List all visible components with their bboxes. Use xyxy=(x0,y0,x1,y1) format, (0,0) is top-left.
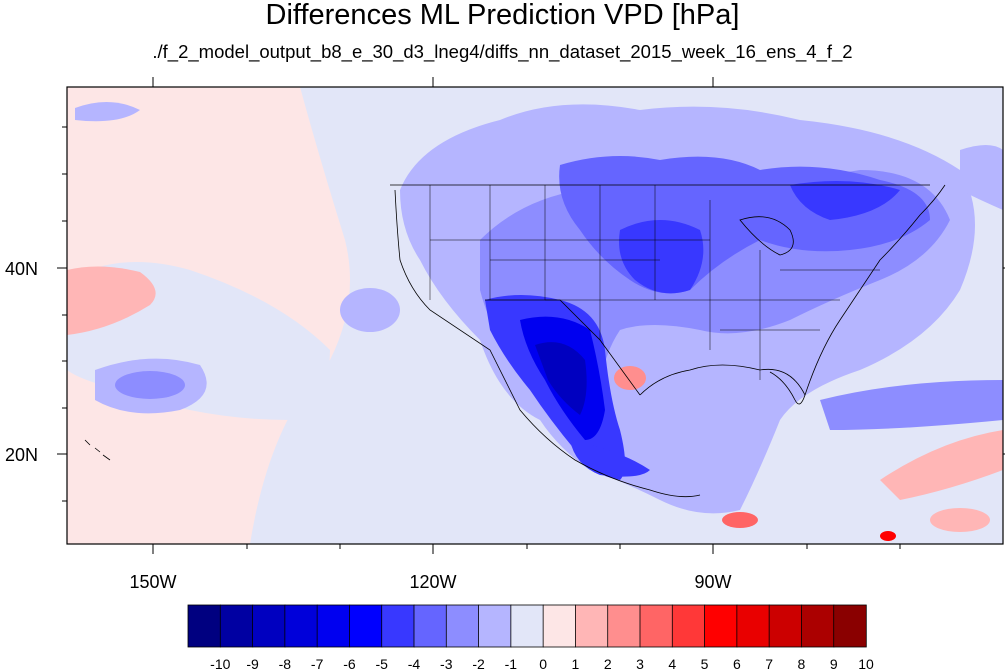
state-border-lines xyxy=(429,185,880,380)
x-tick-label-90w: 90W xyxy=(694,572,731,592)
colorbar-label: -6 xyxy=(343,656,356,672)
field-mexico-negative-core xyxy=(535,342,587,415)
field-texas-positive xyxy=(614,366,646,390)
gulf-coastline xyxy=(639,364,806,405)
colorbar-swatch xyxy=(542,604,577,648)
field-atlantic-positive-2 xyxy=(930,508,990,532)
contour-field xyxy=(67,87,1003,544)
colorbar-swatch xyxy=(219,604,254,648)
colorbar-swatch xyxy=(316,604,351,648)
colorbar-swatch xyxy=(349,604,383,648)
colorbar-swatch xyxy=(768,604,803,648)
field-caribbean-positive xyxy=(722,512,758,528)
field-atlantic-negative xyxy=(820,380,1003,430)
colorbar-swatch xyxy=(833,604,867,648)
y-tick-label-40n: 40N xyxy=(5,259,38,279)
x-tick-label-120w: 120W xyxy=(409,572,456,592)
map-subtitle: ./f_2_model_output_b8_e_30_d3_lneg4/diff… xyxy=(152,41,853,62)
colorbar-label: 6 xyxy=(733,656,741,672)
colorbar-swatch xyxy=(639,604,673,648)
colorbar-label: 0 xyxy=(539,656,547,672)
colorbar-swatch xyxy=(736,604,770,648)
field-atlantic-positive-core xyxy=(880,531,896,541)
hawaii xyxy=(84,439,111,461)
colorbar-label: 8 xyxy=(798,656,806,672)
field-gulf-alaska-negative xyxy=(75,101,140,122)
field-canada-negative-core xyxy=(790,181,900,220)
colorbar-label: -10 xyxy=(210,656,230,672)
colorbar-label: 10 xyxy=(858,656,874,672)
x-tick-label-150w: 150W xyxy=(129,572,176,592)
colorbar-label: -3 xyxy=(440,656,453,672)
colorbar-label: -9 xyxy=(246,656,259,672)
colorbar-swatch xyxy=(671,604,706,648)
y-tick-label-20n: 20N xyxy=(5,445,38,465)
colorbar-label: -2 xyxy=(472,656,485,672)
us-mexico-border xyxy=(485,299,641,396)
colorbar-label: 5 xyxy=(701,656,709,672)
colorbar-label: 3 xyxy=(636,656,644,672)
colorbar-label: 2 xyxy=(604,656,612,672)
field-northeast-negative xyxy=(960,145,1003,210)
colorbar-swatch xyxy=(381,604,415,648)
colorbar-label: 1 xyxy=(572,656,580,672)
field-pacific-negative-2 xyxy=(340,288,400,332)
colorbar-label: -4 xyxy=(408,656,421,672)
colorbar-swatch xyxy=(413,604,447,648)
colorbar-swatch xyxy=(284,604,318,648)
field-south-mexico-negative xyxy=(570,440,650,477)
colorbar-swatch xyxy=(445,604,480,648)
colorbar-label: 9 xyxy=(830,656,838,672)
colorbar-swatch xyxy=(478,604,512,648)
colorbar-swatch xyxy=(510,604,544,648)
field-atlantic-positive xyxy=(880,430,1003,500)
coastlines xyxy=(84,184,946,498)
great-lakes xyxy=(739,216,794,256)
colorbar-label: -5 xyxy=(375,656,388,672)
colorbar-label: -1 xyxy=(505,656,518,672)
colorbar-label: -8 xyxy=(279,656,292,672)
field-pacific-positive xyxy=(67,266,156,335)
colorbar-label: 7 xyxy=(765,656,773,672)
colorbar-label: 4 xyxy=(668,656,676,672)
field-plains-negative-core xyxy=(619,220,704,294)
pacific-coastline xyxy=(394,189,701,498)
atlantic-coastline xyxy=(804,184,946,396)
colorbar-swatch xyxy=(704,604,738,648)
field-pacific-negative-core xyxy=(115,371,185,399)
state-borders xyxy=(429,185,880,380)
colorbar: -10 -9 -8 -7 -6 -5 -4 -3 -2 -1 0 1 2 3 4 5 6 7 8 9 10 xyxy=(187,604,874,672)
colorbar-label: -7 xyxy=(311,656,324,672)
colorbar-swatch xyxy=(252,604,286,648)
map-title: Differences ML Prediction VPD [hPa] xyxy=(265,0,740,31)
colorbar-swatch xyxy=(607,604,641,648)
colorbar-swatch xyxy=(187,604,221,648)
colorbar-swatch xyxy=(801,604,835,648)
colorbar-swatch xyxy=(575,604,609,648)
